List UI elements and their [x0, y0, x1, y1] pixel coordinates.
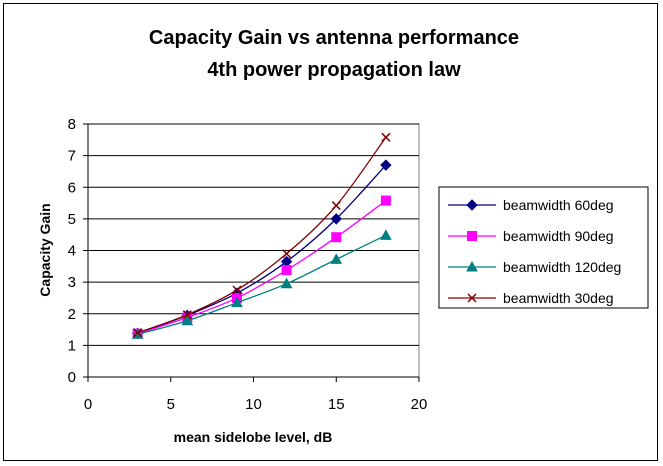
legend-marker-beamwidth-90deg	[467, 231, 477, 241]
series-layer	[131, 132, 392, 340]
legend-marker-beamwidth-120deg	[466, 260, 478, 272]
series-line-beamwidth-120deg	[137, 234, 387, 335]
point-beamwidth-60deg-18	[380, 159, 392, 171]
axes	[83, 123, 420, 382]
point-beamwidth-30deg-15	[331, 201, 341, 211]
legend-label-beamwidth-60deg: beamwidth 60deg	[503, 197, 614, 213]
x-tick-label-15: 15	[328, 396, 345, 413]
point-beamwidth-120deg-15	[330, 253, 343, 264]
chart-title-line-1: Capacity Gain vs antenna performance	[149, 27, 519, 49]
point-beamwidth-30deg-6	[182, 310, 192, 320]
point-beamwidth-120deg-6	[181, 314, 194, 326]
point-beamwidth-120deg-12	[280, 277, 293, 289]
y-tick-label-4: 4	[68, 243, 76, 260]
x-tick-label-10: 10	[245, 396, 262, 413]
y-tick-label-3: 3	[68, 274, 76, 291]
point-beamwidth-30deg-12	[282, 249, 292, 259]
legend-marker-beamwidth-60deg	[466, 199, 478, 211]
point-beamwidth-90deg-12	[281, 265, 292, 276]
legend-label-beamwidth-30deg: beamwidth 30deg	[503, 290, 614, 306]
y-tick-label-0: 0	[68, 369, 76, 386]
legend: beamwidth 60deg beamwidth 90deg beamwidth …	[438, 186, 649, 309]
y-tick-label-6: 6	[68, 179, 76, 196]
x-tick-label-0: 0	[84, 396, 92, 413]
point-beamwidth-60deg-15	[330, 213, 342, 225]
gridlines	[88, 123, 419, 346]
point-beamwidth-30deg-18	[381, 132, 391, 142]
point-beamwidth-90deg-15	[331, 232, 342, 243]
series-beamwidth-30deg	[133, 132, 391, 338]
point-beamwidth-120deg-18	[380, 229, 392, 240]
legend-label-beamwidth-90deg: beamwidth 90deg	[503, 228, 614, 244]
y-tick-label-2: 2	[68, 306, 76, 323]
point-beamwidth-90deg-18	[380, 195, 391, 206]
point-beamwidth-30deg-3	[133, 328, 143, 338]
y-tick-label-1: 1	[68, 337, 76, 354]
y-tick-label-7: 7	[68, 148, 76, 165]
y-tick-label-8: 8	[68, 116, 76, 133]
chart-title-line-2: 4th power propagation law	[207, 59, 461, 81]
legend-marker-beamwidth-30deg	[467, 293, 477, 303]
legend-label-beamwidth-120deg: beamwidth 120deg	[503, 259, 621, 275]
point-beamwidth-30deg-9	[232, 285, 242, 295]
tick-labels: 0 1 2 3 4 5 6 7 8 0 5 10 15 20	[68, 116, 428, 413]
x-tick-label-20: 20	[411, 396, 428, 413]
y-tick-label-5: 5	[68, 211, 76, 228]
x-axis-label: mean sidelobe level, dB	[174, 429, 333, 445]
x-tick-label-5: 5	[167, 396, 175, 413]
y-axis-label: Capacity Gain	[37, 203, 53, 296]
point-beamwidth-120deg-9	[231, 296, 243, 308]
